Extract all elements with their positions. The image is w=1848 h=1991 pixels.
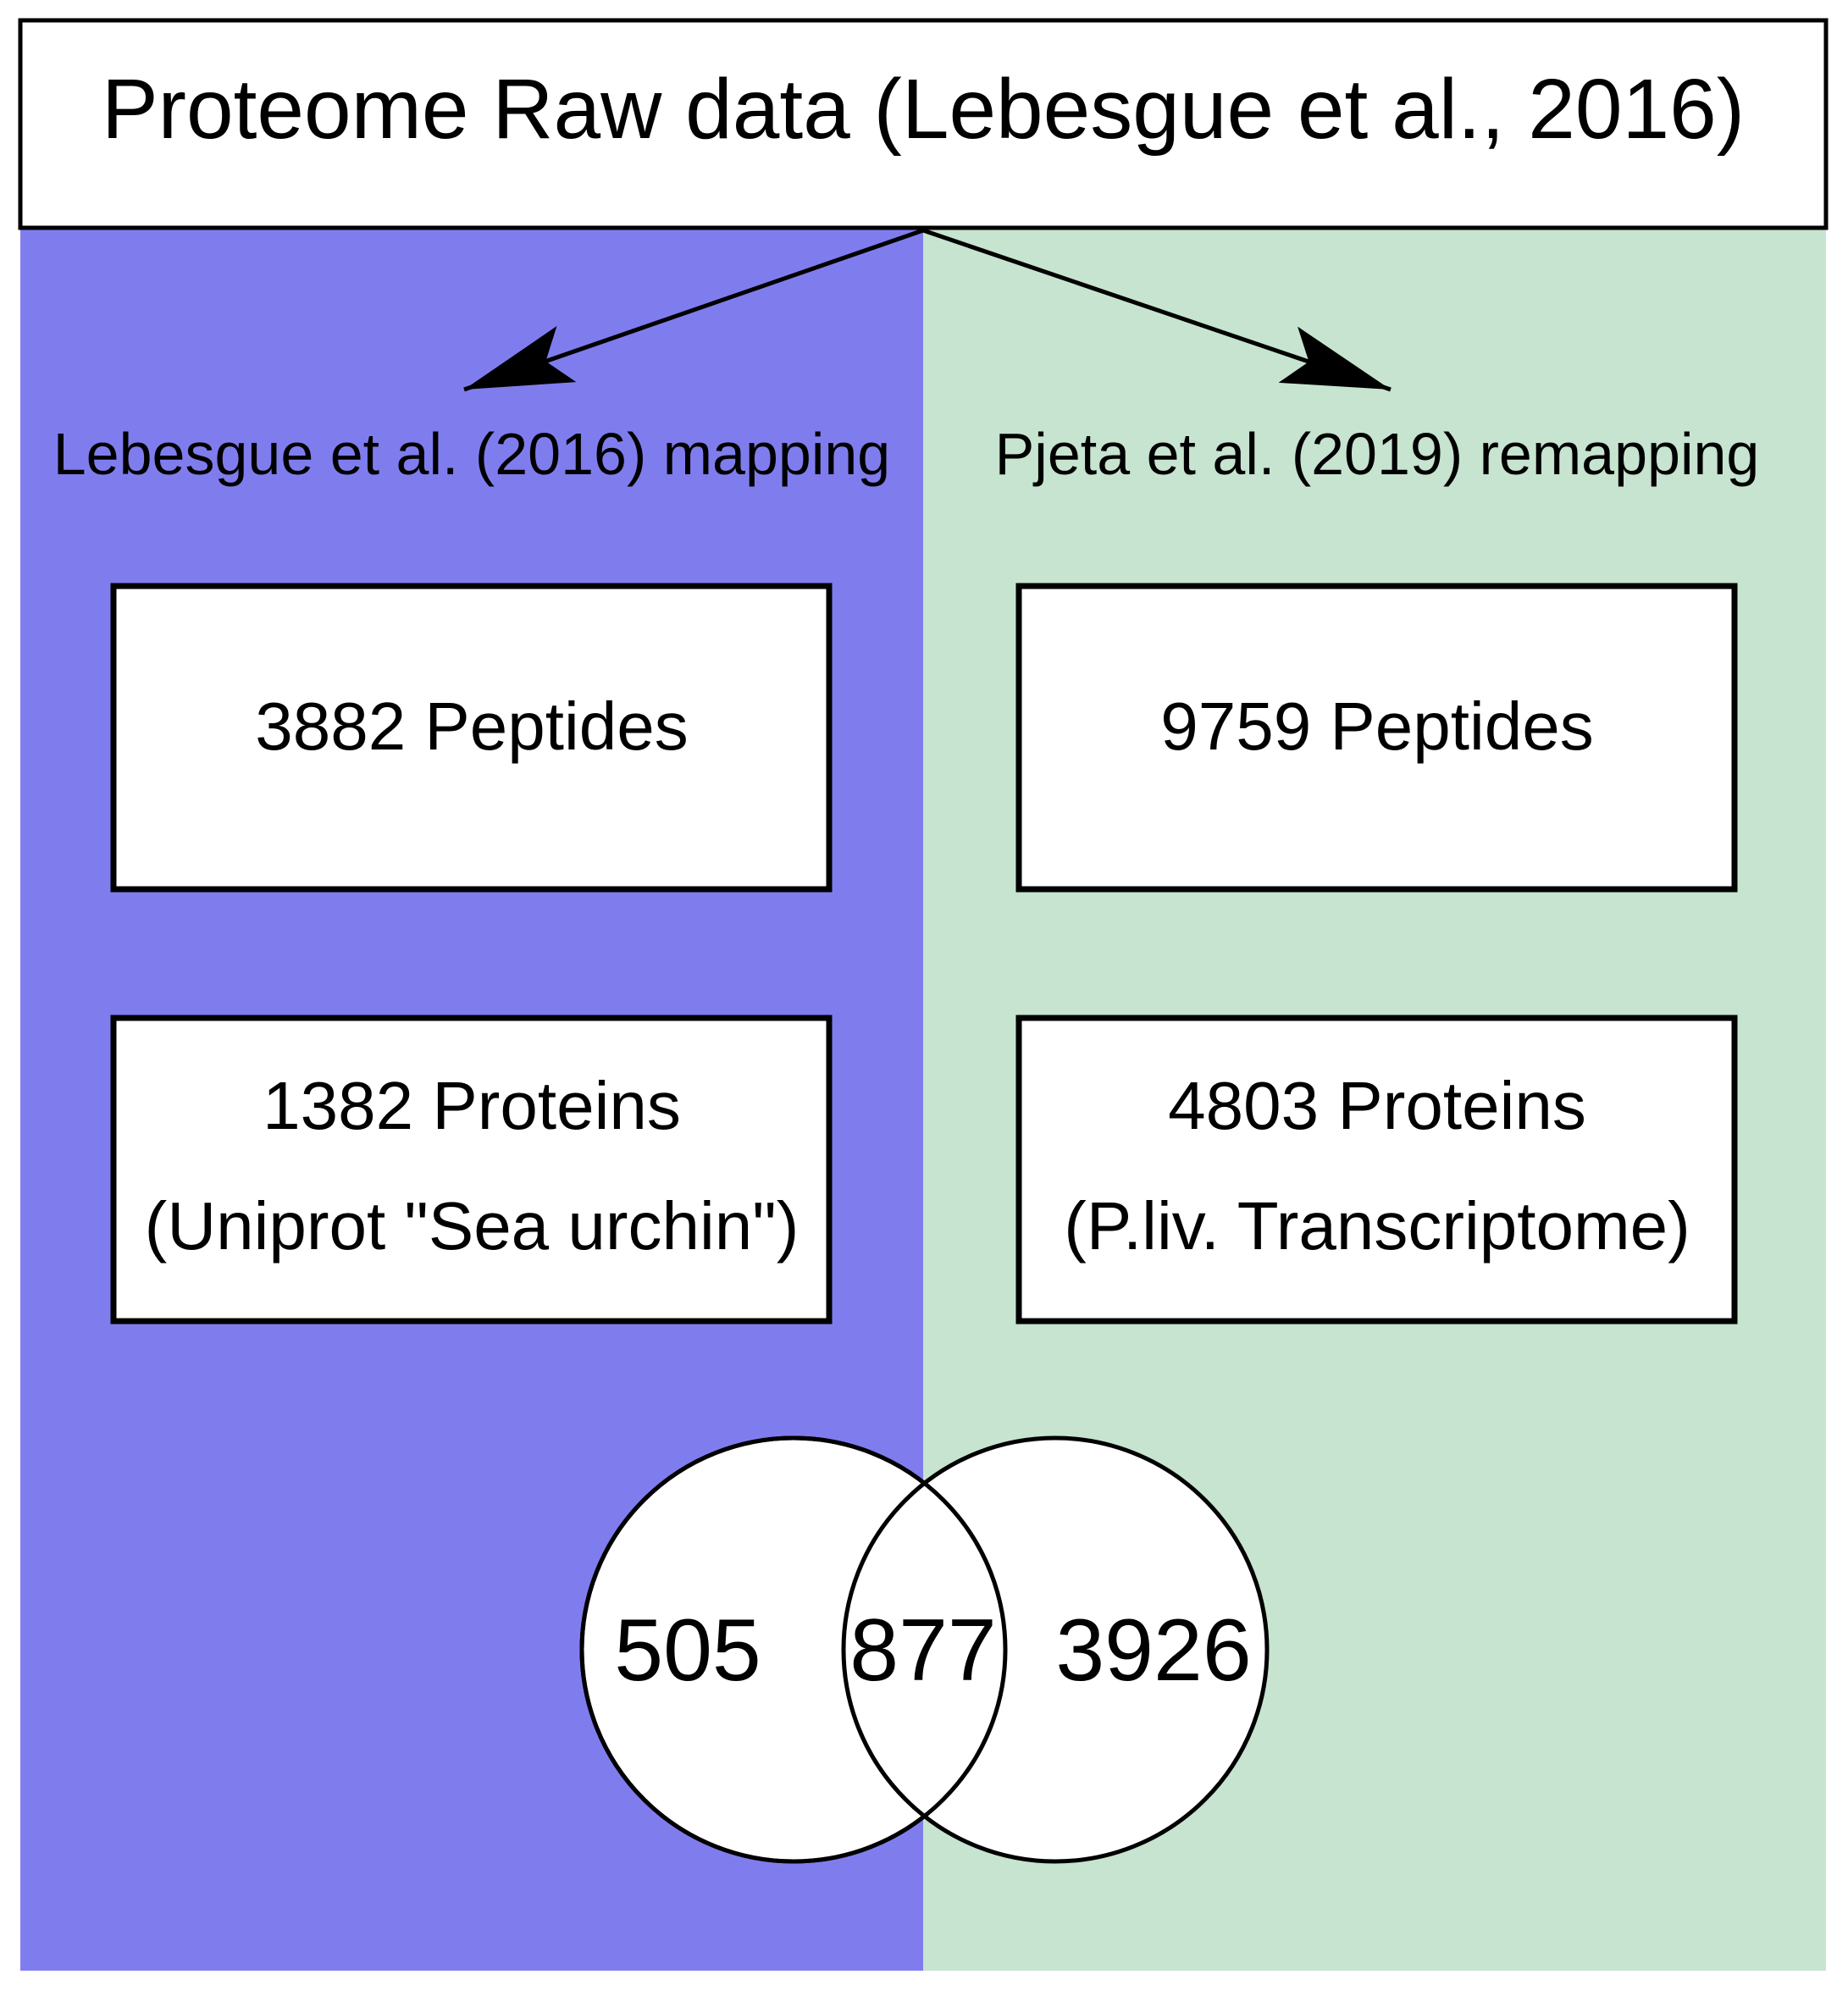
right-proteins-source: (P.liv. Transcriptome): [1064, 1188, 1690, 1264]
right-peptides-box: [1015, 583, 1738, 893]
left-peptides-text: 3882 Peptides: [255, 689, 689, 764]
title-box: [18, 18, 1829, 230]
right-proteins-box: [1015, 1015, 1738, 1325]
title-text: Proteome Raw data (Lebesgue et al., 2016…: [102, 62, 1745, 157]
left-proteins-count: 1382 Proteins: [263, 1068, 681, 1143]
left-peptides-box: [110, 583, 833, 893]
right-heading: Pjeta et al. (2019) remapping: [995, 421, 1760, 487]
right-proteins-count: 4803 Proteins: [1168, 1068, 1586, 1143]
venn-left-outline: [579, 1435, 1008, 1864]
left-proteins-box: [110, 1015, 833, 1325]
venn-right-circle: [841, 1435, 1270, 1864]
left-proteins-source: (Uniprot "Sea urchin"): [145, 1188, 800, 1264]
venn-overlap-value: 877: [849, 1601, 997, 1700]
arrow-to-left-mapping: [463, 228, 924, 392]
right-peptides-text: 9759 Peptides: [1160, 689, 1594, 764]
venn-left-only-value: 505: [614, 1601, 761, 1700]
left-heading: Lebesgue et al. (2016) mapping: [53, 421, 890, 487]
venn-right-only-value: 3926: [1055, 1601, 1251, 1700]
venn-diagram: 505 877 3926: [579, 1435, 1270, 1864]
arrow-to-right-remapping: [922, 228, 1392, 392]
